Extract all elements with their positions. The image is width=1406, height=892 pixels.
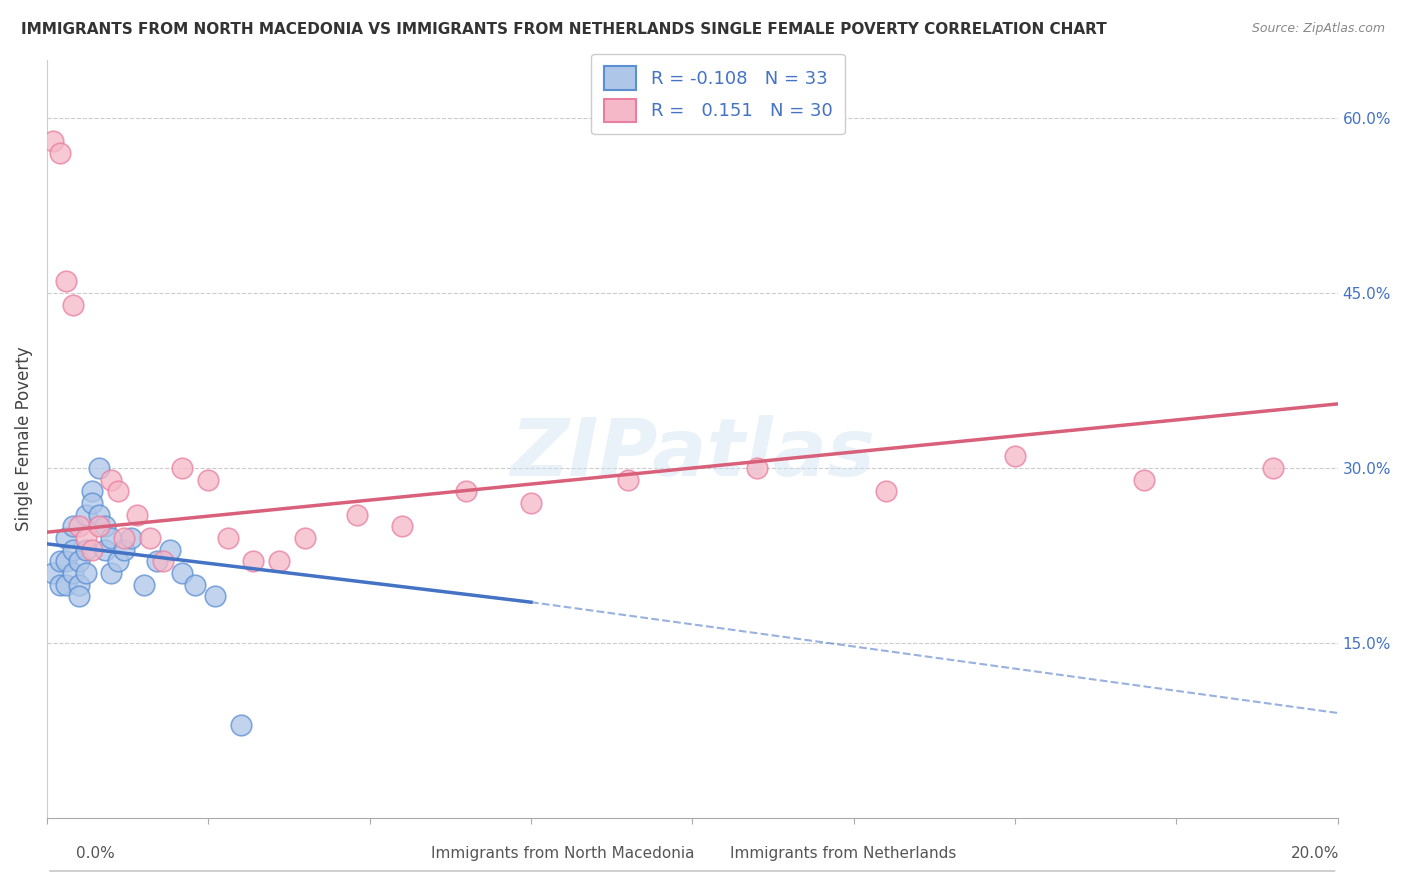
Point [75, 508, 97, 522]
Point [62, 542, 84, 557]
Point [217, 531, 239, 545]
Text: IMMIGRANTS FROM NORTH MACEDONIA VS IMMIGRANTS FROM NETHERLANDS SINGLE FEMALE POV: IMMIGRANTS FROM NORTH MACEDONIA VS IMMIG… [21, 22, 1107, 37]
Point [62, 519, 84, 533]
Point [62, 566, 84, 580]
Point [875, 484, 897, 499]
Point [294, 531, 316, 545]
Point [49, 554, 72, 568]
Point [204, 590, 226, 604]
Point [75, 566, 97, 580]
Point [49, 146, 72, 161]
Point [42, 135, 65, 149]
Point [75, 531, 97, 545]
Point [55, 275, 77, 289]
Point [42, 566, 65, 580]
Point [132, 577, 155, 591]
Legend: R = -0.108   N = 33, R =   0.151   N = 30: R = -0.108 N = 33, R = 0.151 N = 30 [591, 54, 845, 135]
Point [107, 554, 129, 568]
Y-axis label: Single Female Poverty: Single Female Poverty [15, 347, 32, 532]
Point [172, 566, 194, 580]
Point [87, 519, 110, 533]
Text: 20.0%: 20.0% [1291, 847, 1339, 861]
Text: Immigrants from North Macedonia: Immigrants from North Macedonia [430, 847, 695, 861]
Point [55, 577, 77, 591]
Point [152, 554, 174, 568]
Point [229, 717, 252, 731]
Point [67, 554, 90, 568]
Point [745, 461, 768, 475]
Point [139, 531, 162, 545]
Point [520, 496, 543, 510]
Point [1261, 461, 1284, 475]
Point [55, 531, 77, 545]
Point [80, 484, 103, 499]
Point [100, 473, 122, 487]
Text: Source: ZipAtlas.com: Source: ZipAtlas.com [1251, 22, 1385, 36]
Text: Immigrants from Netherlands: Immigrants from Netherlands [730, 847, 957, 861]
Point [172, 461, 194, 475]
Point [80, 496, 103, 510]
Point [346, 508, 368, 522]
Point [112, 542, 135, 557]
Text: ZIPatlas: ZIPatlas [510, 415, 875, 493]
Point [242, 554, 264, 568]
Point [159, 542, 181, 557]
Point [616, 473, 638, 487]
Point [67, 577, 90, 591]
Point [67, 519, 90, 533]
Point [107, 484, 129, 499]
Point [456, 484, 478, 499]
Point [145, 554, 167, 568]
Point [1133, 473, 1156, 487]
Point [94, 519, 117, 533]
Point [100, 531, 122, 545]
Point [75, 542, 97, 557]
Point [269, 554, 291, 568]
Point [184, 577, 207, 591]
Point [67, 590, 90, 604]
Point [197, 473, 219, 487]
Point [391, 519, 413, 533]
Point [120, 531, 142, 545]
Point [112, 531, 135, 545]
Point [80, 542, 103, 557]
Point [55, 554, 77, 568]
Point [94, 542, 117, 557]
Point [100, 566, 122, 580]
Point [127, 508, 149, 522]
Point [87, 508, 110, 522]
Point [1004, 450, 1026, 464]
Point [87, 461, 110, 475]
Point [62, 298, 84, 312]
Text: 0.0%: 0.0% [76, 847, 115, 861]
Point [49, 577, 72, 591]
